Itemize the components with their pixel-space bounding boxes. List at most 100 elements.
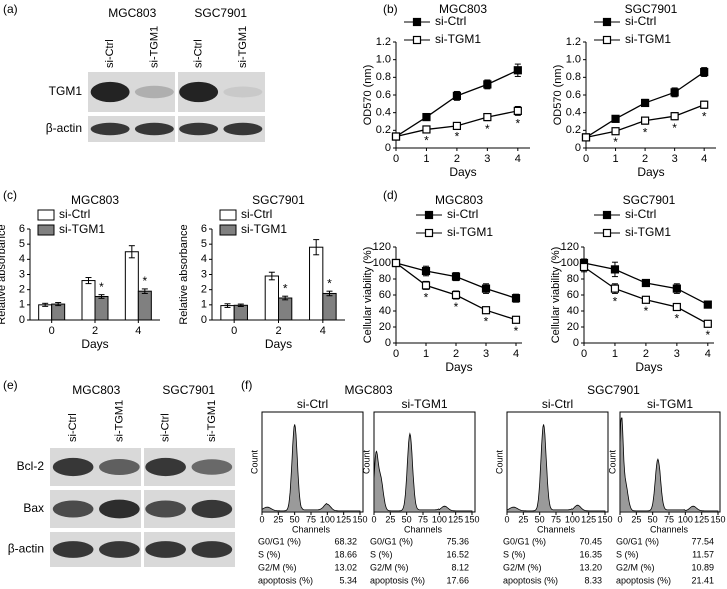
bar <box>94 295 109 321</box>
bar <box>322 292 337 321</box>
blot-group-label: SGC7901 <box>194 6 247 20</box>
blot-band <box>223 122 263 136</box>
x-tick-label: 3 <box>484 153 490 165</box>
legend-marker <box>602 35 612 45</box>
legend-label: si-Ctrl <box>625 14 656 28</box>
blot-band <box>145 457 186 477</box>
marker <box>513 66 522 75</box>
blot-band <box>191 499 233 519</box>
y-tick-label: 1.0 <box>376 54 391 66</box>
y-axis-label: Cellular viability (%) <box>362 247 374 344</box>
bar <box>137 290 152 321</box>
x-tick-label: 75 <box>664 514 674 524</box>
x-tick-label: 2 <box>275 325 281 337</box>
flow-panel-title: si-TGM1 <box>402 397 448 411</box>
blot-band <box>52 457 94 477</box>
y-tick-label: 0.8 <box>566 71 581 83</box>
stat-label: apoptosis (%) <box>616 575 671 585</box>
x-tick-label: 0 <box>259 514 264 524</box>
significance-star: * <box>613 135 618 149</box>
blot-lane-label: si-Ctrl <box>104 39 116 68</box>
y-tick-label: 0.8 <box>376 71 391 83</box>
y-tick-label: 2 <box>201 284 207 296</box>
stat-value: 5.34 <box>339 575 357 585</box>
x-axis-label: Days <box>637 165 664 179</box>
y-tick-label: 2 <box>19 284 25 296</box>
x-tick-label: 150 <box>464 514 479 524</box>
marker <box>483 112 492 122</box>
x-tick-label: 4 <box>701 153 707 165</box>
marker <box>422 125 431 134</box>
panel-label: (c) <box>3 188 17 202</box>
legend-marker <box>424 228 434 238</box>
y-tick-label: 0.2 <box>376 124 391 136</box>
stat-label: G0/G1 (%) <box>370 536 413 546</box>
x-tick-label: 4 <box>513 348 519 360</box>
bar <box>38 304 53 321</box>
x-tick-label: 125 <box>581 514 596 524</box>
significance-star: * <box>672 121 677 135</box>
significance-star: * <box>643 125 648 139</box>
marker <box>421 281 431 290</box>
stat-value: 17.66 <box>446 575 469 585</box>
x-tick-label: 125 <box>694 514 709 524</box>
chart-title: SGC7901 <box>625 2 678 16</box>
marker <box>481 306 491 315</box>
x-axis-label: Channels <box>650 524 689 534</box>
y-axis-label: Cellular viability (%) <box>550 247 562 344</box>
blot-row-label: β-actin <box>8 542 44 556</box>
marker <box>421 266 431 276</box>
x-tick-label: 50 <box>290 514 300 524</box>
stat-value: 10.89 <box>691 562 714 572</box>
blot-band <box>145 541 186 558</box>
x-tick-label: 2 <box>454 153 460 165</box>
panel-label: (e) <box>3 378 18 392</box>
blot-row-label: Bcl-2 <box>17 459 45 473</box>
y-tick-label: 3 <box>19 268 25 280</box>
panel-label: (d) <box>383 188 398 202</box>
x-tick-label: 2 <box>453 348 459 360</box>
flow-panel-title: si-Ctrl <box>542 397 573 411</box>
y-tick-label: 120 <box>373 241 391 253</box>
x-tick-label: 4 <box>705 348 711 360</box>
x-tick-label: 0 <box>393 348 399 360</box>
x-tick-label: 0 <box>371 514 376 524</box>
y-tick-label: 100 <box>561 257 579 269</box>
blot-lane-label: si-TGM1 <box>113 400 125 442</box>
blot-lane-label: si-Ctrl <box>193 39 205 68</box>
marker <box>513 106 522 116</box>
significance-star: * <box>327 276 332 290</box>
y-tick-label: 6 <box>19 223 25 235</box>
x-tick-label: 0 <box>49 325 55 337</box>
legend-swatch <box>37 209 55 221</box>
stat-label: S (%) <box>258 549 281 559</box>
x-tick-label: 1 <box>423 348 429 360</box>
panel-label: (a) <box>3 2 18 16</box>
x-tick-label: 50 <box>402 514 412 524</box>
legend-swatch <box>219 209 237 221</box>
x-tick-label: 0 <box>581 348 587 360</box>
marker <box>641 278 651 288</box>
stat-value: 75.36 <box>446 536 469 546</box>
y-tick-label: 80 <box>567 273 579 285</box>
y-axis-label: Relative absorbance <box>0 224 8 324</box>
x-tick-label: 3 <box>483 348 489 360</box>
blot-lane-label: si-Ctrl <box>160 413 172 442</box>
x-tick-label: 100 <box>565 514 580 524</box>
legend-label: si-TGM1 <box>435 32 481 46</box>
stat-label: G2/M (%) <box>616 562 655 572</box>
significance-star: * <box>283 281 288 295</box>
legend-label: si-Ctrl <box>435 14 466 28</box>
x-tick-label: 150 <box>710 514 725 524</box>
blot-group-label: MGC803 <box>72 383 120 397</box>
y-tick-label: 0.4 <box>376 107 391 119</box>
x-axis-label: Channels <box>292 524 331 534</box>
flow-panel-title: si-TGM1 <box>647 397 693 411</box>
blot-group-label: SGC7901 <box>162 383 215 397</box>
stat-value: 18.66 <box>334 549 357 559</box>
x-tick-label: 125 <box>448 514 463 524</box>
x-tick-label: 0 <box>504 514 509 524</box>
x-axis-label: Days <box>635 360 662 374</box>
y-tick-label: 20 <box>567 321 579 333</box>
